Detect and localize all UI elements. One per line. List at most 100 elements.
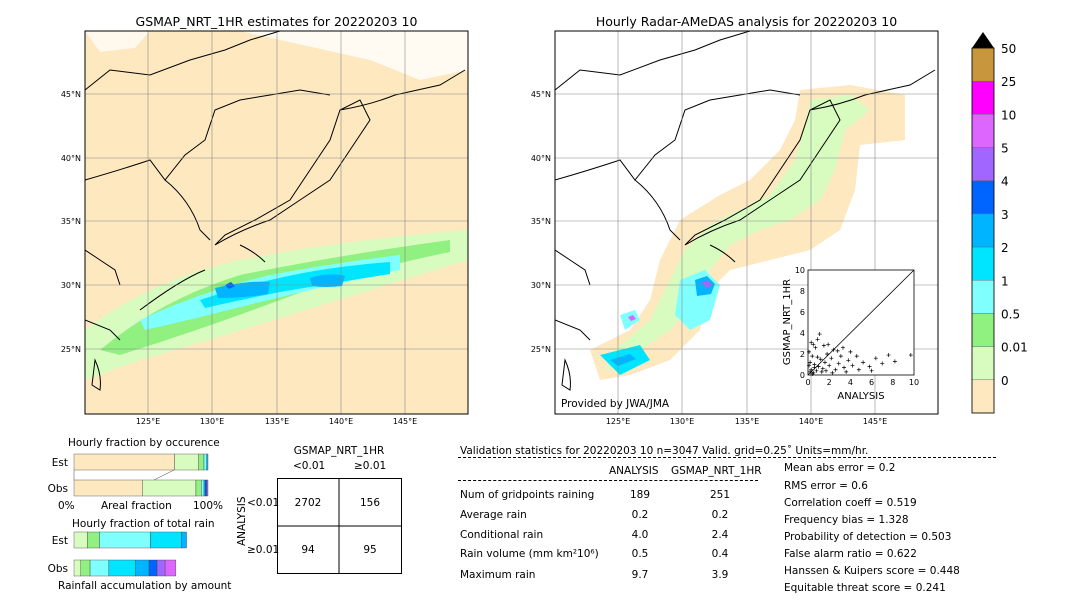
scatter-point [861,360,866,365]
left-lon-label: 145°E [393,417,417,426]
scatter-point [831,347,836,352]
right-lon-label: 140°E [799,417,823,426]
scatter-point [842,365,847,370]
scatter-point [814,368,819,373]
scatter-point [807,349,812,354]
colorbar-block [971,246,995,281]
left-lat-label: 45°N [61,90,81,99]
right-lat-label: 45°N [531,90,551,99]
stat-row-value: 0.2 [631,509,649,521]
contingency-row-header: ≥0.01 [247,544,280,556]
bar-segment [203,453,207,471]
left-lat-label: 25°N [61,345,81,354]
contingency-col-header: <0.01 [293,460,326,472]
stat-row-value: 2.4 [711,529,729,541]
left-lat-label: 30°N [61,281,81,290]
right-lon-label: 125°E [606,417,630,426]
scatter-point [821,343,826,348]
scatter-point [807,363,812,368]
colorbar-block [971,180,995,215]
scatter-point [809,340,814,345]
scatter-xtick: 0 [805,378,810,387]
contingency-cell: 156 [359,497,381,509]
scatter-ytick: 0 [800,371,805,380]
contingency-cell: 94 [301,544,315,556]
scatter-point [833,367,838,372]
bar-segment [206,453,209,471]
bar-segment [73,531,88,549]
bar-segment [203,479,206,497]
right-lon-label: 145°E [863,417,887,426]
bar-segment [87,531,100,549]
right-map-title: Hourly Radar-AMeDAS analysis for 2022020… [595,14,898,29]
stat-row-label: Rain volume (mm km²10⁶) [460,548,599,560]
left-lon-label: 135°E [265,417,289,426]
validation-divider [458,457,996,458]
score-line: False alarm ratio = 0.622 [784,548,917,560]
colorbar-label: 0 [1001,374,1009,388]
colorbar-label: 10 [1001,108,1016,122]
bar-segment [150,531,182,549]
scatter-point [892,359,897,364]
stat-row-value: 0.4 [711,548,729,560]
bar-category-label: Obs [48,563,68,575]
scatter-point [869,368,874,373]
scatter-xtick: 8 [890,378,895,387]
bar-segment [73,559,81,577]
scatter-xtick: 2 [827,378,832,387]
scatter-point [817,332,822,337]
right-map: Provided by JWA/JMA 45°N 40°N 35°N 30°N … [531,30,939,426]
scatter-point [867,364,872,369]
bar-segment [205,479,207,497]
bar-connector [73,469,175,481]
contingency-row-header: <0.01 [247,497,280,509]
left-map: 45°N 40°N 35°N 30°N 25°N 125°E 130°E 135… [61,30,469,426]
colorbar-label: 25 [1001,75,1016,89]
scatter-ytick: 6 [800,308,805,317]
scatter-xtick: 6 [869,378,874,387]
right-lon-label: 135°E [735,417,759,426]
scatter-point [816,364,821,369]
left-lon-label: 140°E [329,417,353,426]
bar-segment [180,531,187,549]
scatter-point [818,357,823,362]
bar-segment [198,453,205,471]
validation-col-header: GSMAP_NRT_1HR [671,465,762,477]
scatter-xtick: 4 [848,378,853,387]
occurrence-chart: Est Obs [48,453,209,497]
stat-row-value: 3.9 [711,569,729,581]
bar-category-label: Obs [48,483,68,495]
stat-row-label: Num of gridpoints raining [460,489,595,501]
scatter-point [848,349,853,354]
right-lat-label: 40°N [531,154,551,163]
bar-segment [108,559,136,577]
contingency-cell: 2702 [294,497,322,509]
occurrence-xlabel: Areal fraction [101,500,172,512]
bar-segment [206,479,209,497]
colorbar-label: 3 [1001,208,1009,222]
scatter-point [808,369,813,374]
scatter-point [850,363,855,368]
occurrence-xtick-0: 0% [58,500,75,512]
scatter-point [809,367,814,372]
stat-row-value: 0.5 [631,548,649,560]
total-rain-title: Hourly fraction of total rain [72,518,215,530]
colorbar-block [971,114,995,148]
left-map-title: GSMAP_NRT_1HR estimates for 20220203 10 [135,14,418,29]
scatter-point [812,365,817,370]
colorbar-block [971,47,995,82]
validation-table-divider [458,480,758,481]
right-lat-label: 35°N [531,217,551,226]
scatter-point [813,345,818,350]
validation-title: Validation statistics for 20220203 10 n=… [460,445,869,457]
colorbar-block [971,80,995,115]
bar-segment [142,479,197,497]
scatter-ytick: 4 [800,329,805,338]
bar-segment [148,559,158,577]
colorbar-label: 0.01 [1001,341,1028,355]
contingency-grid [277,478,402,574]
scatter-point [824,368,829,373]
provider-credit: Provided by JWA/JMA [561,398,670,410]
colorbar-block [971,379,995,414]
score-line: Probability of detection = 0.503 [784,531,952,543]
